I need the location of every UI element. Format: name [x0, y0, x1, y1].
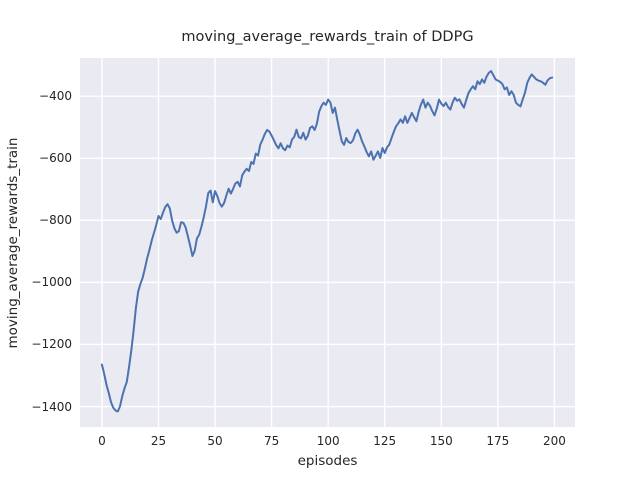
- x-tick-label: 125: [373, 434, 397, 448]
- x-tick-label: 100: [316, 434, 340, 448]
- x-tick-label: 0: [98, 434, 106, 448]
- x-tick-label: 25: [150, 434, 167, 448]
- y-tick-label: −1000: [31, 275, 72, 290]
- x-tick-label: 150: [429, 434, 453, 448]
- y-tick-label: −400: [39, 89, 72, 104]
- y-axis-label: moving_average_rewards_train: [5, 137, 21, 349]
- y-tick-label: −1400: [31, 399, 72, 414]
- chart-title: moving_average_rewards_train of DDPG: [181, 29, 474, 45]
- x-tick-label: 50: [207, 434, 223, 448]
- x-tick-label: 75: [263, 434, 280, 448]
- line-chart-svg: [80, 58, 575, 427]
- y-tick-label: −600: [39, 151, 72, 166]
- data-line: [100, 70, 554, 413]
- y-tick-label: −1200: [31, 337, 72, 352]
- plot-area: [80, 58, 575, 427]
- x-axis-label: episodes: [297, 453, 358, 469]
- x-tick-label: 200: [542, 434, 566, 448]
- y-tick-label: −800: [39, 213, 72, 228]
- x-tick-label: 175: [486, 434, 510, 448]
